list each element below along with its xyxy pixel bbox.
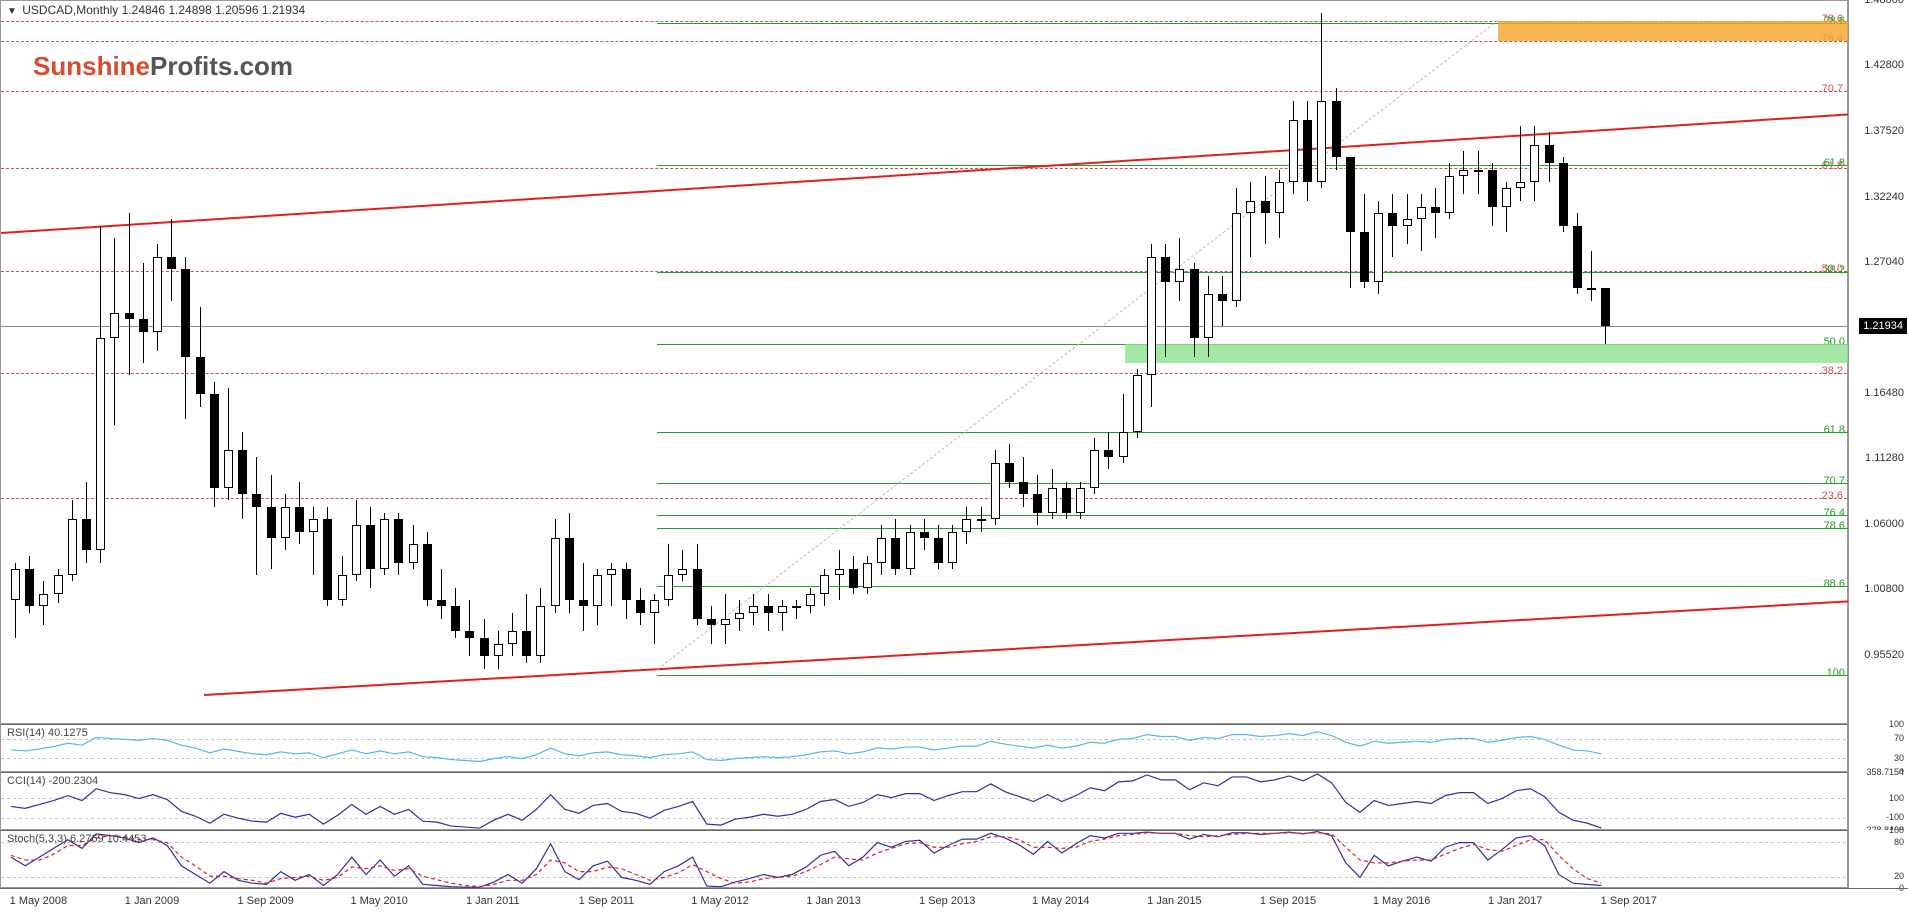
ohlc-l: 1.20596 xyxy=(215,3,258,17)
fib-red-line: 70.7 xyxy=(1,91,1847,92)
trend-line xyxy=(1,113,1849,234)
current-price-line xyxy=(1,326,1847,327)
price-y-axis: 1.48000 1.42800 1.37520 1.32240 1.27040 1.219… xyxy=(1848,0,1908,724)
watermark-part2: Profits.com xyxy=(150,51,293,81)
y-tick: 1.27040 xyxy=(1864,256,1904,268)
fib-green-label: 88.6 xyxy=(1824,578,1845,590)
price-zone xyxy=(1125,344,1849,363)
y-tick: 100 xyxy=(1889,793,1904,803)
x-tick: 1 May 2012 xyxy=(691,895,748,907)
ohlc-o: 1.24846 xyxy=(122,3,165,17)
stoch-y-axis: 10080200 xyxy=(1848,830,1908,888)
fib-red-label: 70.7 xyxy=(1822,83,1843,95)
y-tick: 80 xyxy=(1894,837,1904,847)
x-tick: 1 May 2008 xyxy=(10,895,67,907)
fib-green-line: 76.4 xyxy=(657,515,1849,516)
fib-green-line: 61.8 xyxy=(657,165,1849,166)
x-tick: 1 Sep 2013 xyxy=(919,895,975,907)
fib-green-label: 76.4 xyxy=(1824,507,1845,519)
fib-green-label: 61.8 xyxy=(1824,424,1845,436)
fib-green-label: 61.8 xyxy=(1824,157,1845,169)
y-tick: 70 xyxy=(1894,733,1904,743)
y-tick: 1.11280 xyxy=(1865,452,1904,464)
fib-red-line: 23.6 xyxy=(1,498,1847,499)
watermark-part1: Sunshine xyxy=(33,51,150,81)
y-tick: 100 xyxy=(1889,825,1904,835)
main-plot-area[interactable]: 78.676.470.761.850.038.223.678.661.838.2… xyxy=(1,1,1847,723)
x-tick: 1 Jan 2015 xyxy=(1147,895,1201,907)
y-tick: 20 xyxy=(1894,871,1904,881)
cci-title: CCI(14) -200.2304 xyxy=(7,775,98,787)
x-tick: 1 Sep 2011 xyxy=(579,895,634,907)
fib-green-line: 78.6 xyxy=(657,528,1849,529)
stoch-panel[interactable]: Stoch(5,3,3) 6.2769 10.4453 xyxy=(0,830,1848,888)
y-tick: 0.95520 xyxy=(1864,649,1904,661)
x-tick: 1 Jan 2009 xyxy=(125,895,179,907)
y-tick: -100 xyxy=(1886,812,1904,822)
y-tick: 358.7154 xyxy=(1866,767,1904,777)
x-tick: 1 May 2014 xyxy=(1032,895,1089,907)
ohlc-h: 1.24898 xyxy=(168,3,211,17)
y-tick: 1.32240 xyxy=(1864,191,1904,203)
y-tick: 1.37520 xyxy=(1864,125,1904,137)
fib-red-line: 61.8 xyxy=(1,168,1847,169)
price-zone xyxy=(1498,21,1849,41)
fib-green-label: 100 xyxy=(1827,667,1845,679)
fib-green-label: 38.2 xyxy=(1824,264,1845,276)
y-tick: 1.42800 xyxy=(1864,59,1904,71)
symbol-label: USDCAD xyxy=(22,3,73,17)
fib-green-line: 88.6 xyxy=(657,586,1849,587)
y-tick: 100 xyxy=(1889,719,1904,729)
fib-green-label: 78.6 xyxy=(1824,520,1845,532)
time-x-axis: 1 May 2008 1 Jan 2009 1 Sep 2009 1 May 2010… xyxy=(0,888,1908,920)
cci-panel[interactable]: CCI(14) -200.2304 xyxy=(0,772,1848,830)
stoch-title: Stoch(5,3,3) 6.2769 10.4453 xyxy=(7,833,146,845)
y-tick: 30 xyxy=(1894,753,1904,763)
fib-green-label: 70.7 xyxy=(1824,475,1845,487)
x-tick: 1 May 2010 xyxy=(350,895,407,907)
main-price-chart[interactable]: ▼ USDCAD,Monthly 1.24846 1.24898 1.20596… xyxy=(0,0,1848,724)
cci-y-axis: 358.7154100-100-228.8468 xyxy=(1848,772,1908,830)
fib-red-line: 38.2 xyxy=(1,373,1847,374)
x-tick: 1 Sep 2017 xyxy=(1601,895,1657,907)
fib-red-label: 38.2 xyxy=(1822,365,1843,377)
y-tick: 1.06000 xyxy=(1864,518,1904,530)
fib-red-line: 76.4 xyxy=(1,41,1847,42)
fib-green-line: 100 xyxy=(657,675,1849,676)
x-tick: 1 Sep 2009 xyxy=(237,895,293,907)
rsi-plot xyxy=(1,725,1849,773)
fib-red-label: 23.6 xyxy=(1822,490,1843,502)
dropdown-arrow-icon[interactable]: ▼ xyxy=(7,6,17,17)
fib-green-line: 70.7 xyxy=(657,483,1849,484)
fib-green-line: 38.2 xyxy=(657,272,1849,273)
x-tick: 1 Jan 2013 xyxy=(806,895,860,907)
x-tick: 1 Jan 2017 xyxy=(1488,895,1542,907)
current-price-tag: 1.21934 xyxy=(1859,318,1907,334)
x-tick: 1 Jan 2011 xyxy=(466,895,520,907)
rsi-title: RSI(14) 40.1275 xyxy=(7,727,88,739)
fib-green-line: 61.8 xyxy=(657,432,1849,433)
ohlc-c: 1.21934 xyxy=(262,3,305,17)
cci-plot xyxy=(1,773,1849,831)
x-tick: 1 Sep 2015 xyxy=(1260,895,1316,907)
y-tick: 1.48000 xyxy=(1864,0,1904,6)
x-tick: 1 May 2016 xyxy=(1373,895,1430,907)
y-tick: 1.00800 xyxy=(1864,583,1904,595)
rsi-y-axis: 10070300 xyxy=(1848,724,1908,772)
rsi-panel[interactable]: RSI(14) 40.1275 xyxy=(0,724,1848,772)
chart-title-bar: ▼ USDCAD,Monthly 1.24846 1.24898 1.20596… xyxy=(7,3,305,17)
y-tick: 1.16480 xyxy=(1864,387,1904,399)
period-label: Monthly xyxy=(76,3,118,17)
stoch-plot xyxy=(1,831,1849,889)
watermark: SunshineProfits.com xyxy=(33,51,293,82)
